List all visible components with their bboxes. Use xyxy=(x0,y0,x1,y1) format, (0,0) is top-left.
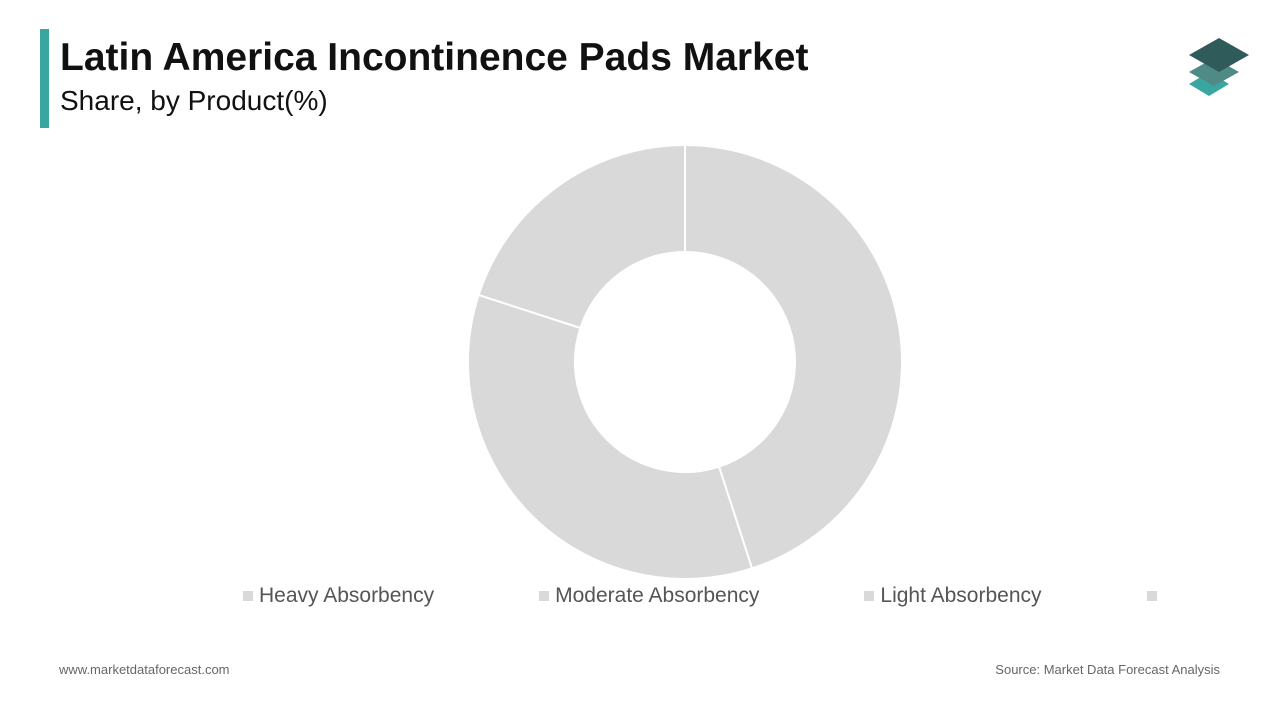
legend-label: Moderate Absorbency xyxy=(555,584,760,607)
legend-item: Light Absorbency xyxy=(864,584,1042,608)
legend-item xyxy=(1146,584,1157,608)
chart-title: Latin America Incontinence Pads Market xyxy=(60,36,809,79)
legend-swatch xyxy=(1146,591,1157,601)
donut-segment xyxy=(467,293,754,580)
legend-item: Heavy Absorbency xyxy=(243,584,434,608)
website: www.marketdataforecast.com xyxy=(59,662,230,677)
legend-item: Moderate Absorbency xyxy=(539,584,759,608)
legend: Heavy Absorbency Moderate Absorbency Light… xyxy=(243,584,1157,608)
chart xyxy=(467,38,1249,580)
legend-swatch xyxy=(864,591,875,601)
chart-subtitle: Share, by Product(%) xyxy=(60,85,328,116)
donut-segment xyxy=(684,143,903,570)
legend-label: Light Absorbency xyxy=(880,584,1042,607)
logo xyxy=(1189,38,1249,96)
donut-segment xyxy=(477,143,686,330)
legend-swatch xyxy=(539,591,550,601)
legend-swatch xyxy=(243,591,253,601)
source: Source: Market Data Forecast Analysis xyxy=(995,662,1220,677)
accent-bar xyxy=(40,29,49,128)
legend-label: Heavy Absorbency xyxy=(259,584,435,607)
